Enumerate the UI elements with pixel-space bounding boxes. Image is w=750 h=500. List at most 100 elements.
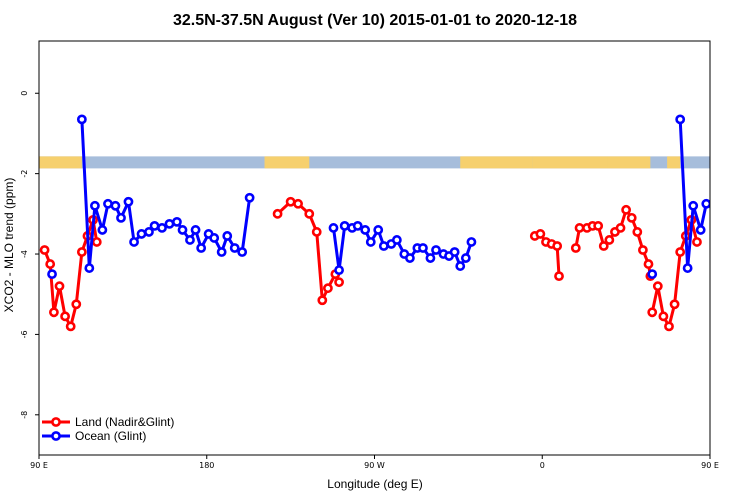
data-point-land xyxy=(293,198,303,209)
data-point-ocean xyxy=(455,261,466,271)
data-point-land xyxy=(54,281,65,292)
data-point-ocean xyxy=(76,114,87,125)
data-point-land xyxy=(574,223,585,233)
data-point-ocean xyxy=(172,216,182,227)
data-point-ocean xyxy=(157,223,167,233)
data-point-ocean xyxy=(222,231,233,241)
legend-label-land: Land (Nadir&Glint) xyxy=(75,415,174,429)
data-point-land xyxy=(598,241,609,251)
data-point-land xyxy=(632,227,643,237)
data-point-land xyxy=(643,259,654,269)
y-axis-label: XCO2 - MLO trend (ppm) xyxy=(2,178,16,313)
y-tick-label: 0 xyxy=(20,91,29,96)
map-strip-land-3 xyxy=(532,156,608,169)
legend-label-ocean: Ocean (Glint) xyxy=(75,429,146,443)
data-point-ocean xyxy=(164,218,175,229)
data-point-land xyxy=(323,283,333,294)
data-point-land xyxy=(552,241,563,251)
data-point-ocean xyxy=(216,247,227,257)
data-point-land xyxy=(664,321,674,332)
data-point-ocean xyxy=(110,200,121,211)
map-strip-land-1 xyxy=(264,156,310,169)
data-point-ocean xyxy=(129,237,139,247)
y-tick-label: -2 xyxy=(20,170,29,178)
data-point-ocean xyxy=(460,253,471,263)
data-point-land xyxy=(317,295,328,306)
data-point-ocean xyxy=(334,265,344,276)
legend: Land (Nadir&Glint)Ocean (Glint) xyxy=(42,415,174,443)
data-point-land xyxy=(60,311,70,322)
data-point-ocean xyxy=(339,220,350,231)
data-point-ocean xyxy=(244,192,255,203)
data-point-land xyxy=(91,237,102,247)
data-point-land xyxy=(535,229,546,239)
data-point-ocean xyxy=(103,198,113,209)
data-point-ocean xyxy=(695,225,706,235)
data-point-ocean xyxy=(418,243,428,253)
y-tick-label: -8 xyxy=(20,411,29,419)
data-point-ocean xyxy=(373,225,384,235)
data-point-land xyxy=(621,204,632,215)
data-point-land xyxy=(71,299,82,310)
data-point-land xyxy=(626,212,637,223)
legend-marker-land xyxy=(51,417,61,427)
data-point-ocean xyxy=(209,233,220,243)
plot-frame xyxy=(38,40,711,456)
chart-title: 32.5N-37.5N August (Ver 10) 2015-01-01 t… xyxy=(173,12,577,29)
y-tick-label: -6 xyxy=(20,330,29,338)
data-point-land xyxy=(334,277,344,288)
data-point-ocean xyxy=(136,229,147,239)
data-point-land xyxy=(669,299,680,310)
series-land xyxy=(39,196,702,332)
data-point-land xyxy=(49,307,59,318)
data-point-ocean xyxy=(405,253,415,263)
data-point-land xyxy=(554,271,564,282)
data-point-ocean xyxy=(144,227,154,237)
data-point-land xyxy=(304,208,315,219)
data-point-ocean xyxy=(229,243,240,253)
data-point-land xyxy=(692,237,702,247)
data-point-ocean xyxy=(352,220,363,231)
legend-marker-ocean xyxy=(51,431,61,441)
series-line-ocean xyxy=(678,119,710,270)
data-point-ocean xyxy=(391,235,402,245)
axes: 90 E 180 90 W 0 90 E 0 -2 -4 -6 -8 xyxy=(20,91,719,470)
x-tick-label: 0 xyxy=(540,461,545,470)
data-point-ocean xyxy=(196,243,207,253)
y-tick-label: -4 xyxy=(20,250,29,258)
series-ocean xyxy=(47,114,710,280)
data-point-ocean xyxy=(425,253,436,263)
x-tick-label: 90 W xyxy=(364,461,385,470)
data-point-land xyxy=(570,243,581,253)
data-point-land xyxy=(272,208,283,219)
data-point-ocean xyxy=(149,220,160,231)
data-point-ocean xyxy=(701,198,710,209)
data-point-ocean xyxy=(90,200,100,211)
data-point-ocean xyxy=(675,114,686,125)
data-point-land xyxy=(285,196,296,207)
data-point-ocean xyxy=(47,269,57,280)
x-tick-label: 90 E xyxy=(30,461,48,470)
data-point-ocean xyxy=(116,212,126,223)
map-strip-land-2 xyxy=(460,156,533,169)
x-tick-label: 90 E xyxy=(701,461,719,470)
data-point-ocean xyxy=(378,241,389,251)
data-point-land xyxy=(658,311,669,322)
data-point-ocean xyxy=(431,245,441,255)
data-point-land xyxy=(652,281,663,292)
map-strip-land-4 xyxy=(607,156,651,169)
x-axis-label: Longitude (deg E) xyxy=(327,477,422,491)
data-point-land xyxy=(675,247,686,257)
data-point-ocean xyxy=(190,225,201,235)
data-point-ocean xyxy=(185,235,195,245)
data-point-ocean xyxy=(177,225,188,235)
data-point-ocean xyxy=(449,247,460,257)
data-point-ocean xyxy=(97,225,108,235)
x-tick-label: 180 xyxy=(199,461,214,470)
data-point-land xyxy=(76,247,87,257)
data-point-land xyxy=(311,227,322,237)
world-map-strip xyxy=(39,156,710,169)
data-point-ocean xyxy=(237,247,248,257)
data-point-ocean xyxy=(682,263,693,273)
